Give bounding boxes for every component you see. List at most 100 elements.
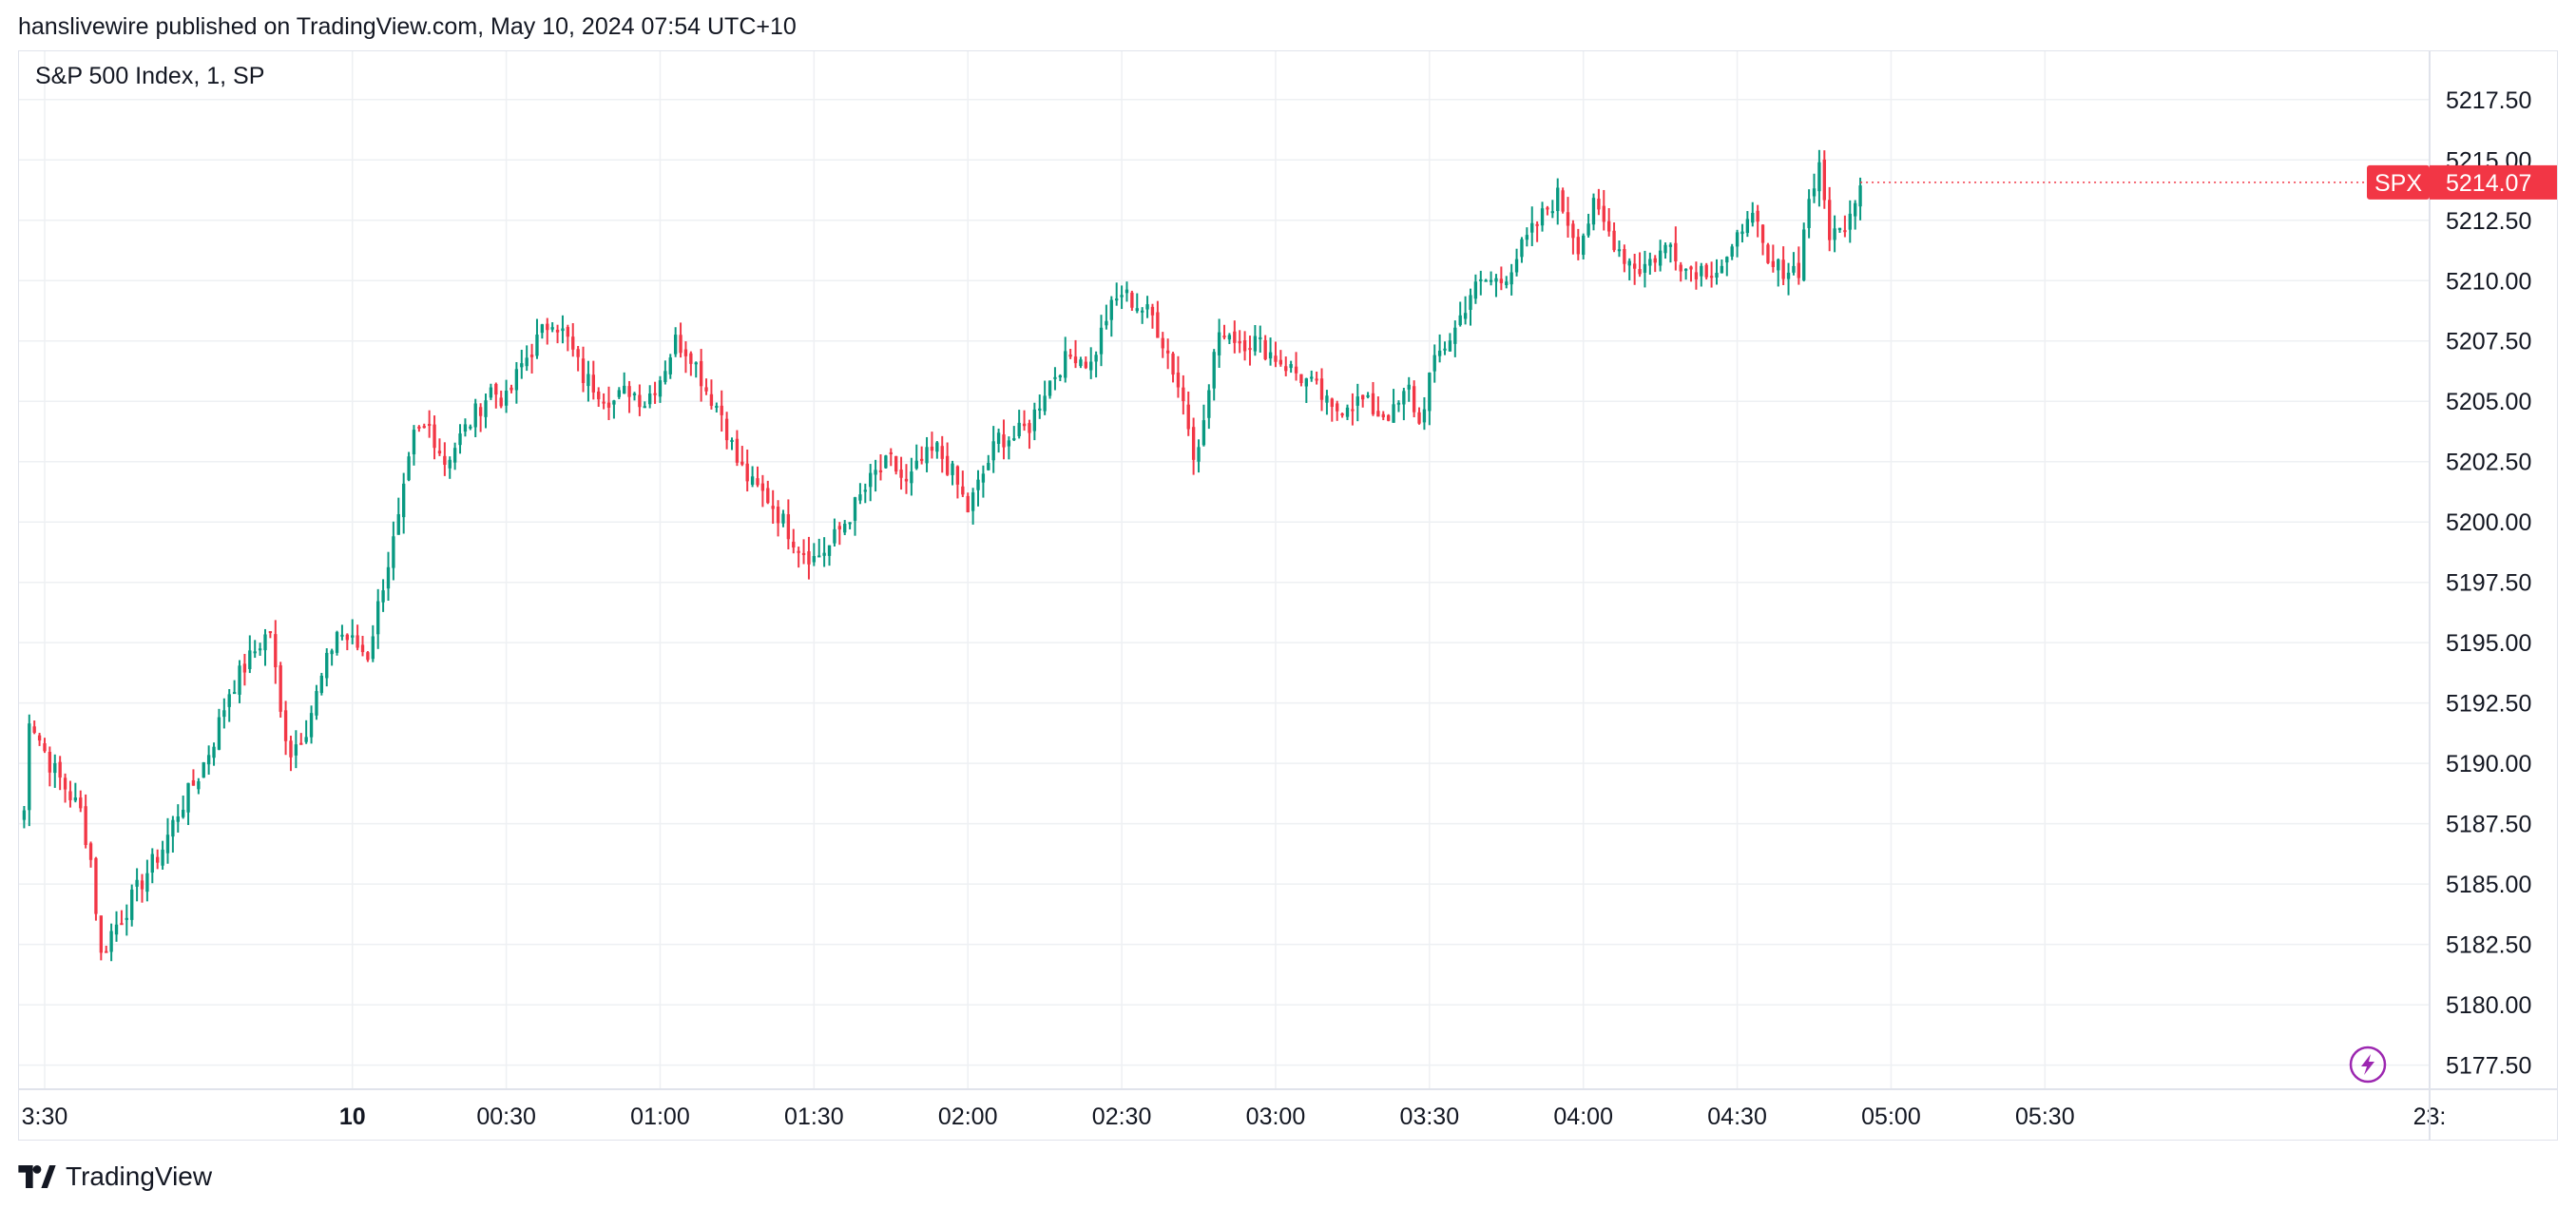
candle-body — [443, 455, 447, 465]
y-tick-label: 5190.00 — [2446, 751, 2531, 777]
candle-body — [1505, 281, 1509, 285]
candle-body — [1120, 295, 1124, 297]
y-tick-label: 5197.50 — [2446, 570, 2531, 597]
candle-body — [484, 400, 488, 417]
candle-body — [396, 514, 400, 535]
candle-body — [68, 791, 72, 800]
candle-body — [145, 873, 149, 892]
candle-body — [1171, 353, 1175, 375]
candle-body — [109, 931, 113, 952]
candle-body — [437, 451, 442, 454]
candle-body — [1561, 190, 1565, 212]
candle-body — [884, 455, 888, 469]
candle-body — [1304, 378, 1309, 387]
candle-body — [94, 857, 98, 914]
candle-body — [427, 424, 432, 427]
candle-body — [786, 514, 791, 540]
candle-body — [1582, 235, 1586, 256]
candle-body — [84, 806, 87, 846]
candle-body — [1751, 212, 1755, 223]
candle-body — [919, 458, 924, 461]
candle-body — [843, 524, 847, 533]
chart-frame[interactable]: 5217.50 5215.00 5212.50 5210.00 5207.50 5205.… — [18, 50, 2558, 1141]
candle-body — [325, 652, 329, 679]
candle-body — [771, 506, 775, 509]
candle-body — [571, 336, 575, 350]
candle-body — [597, 391, 601, 400]
candle-body — [1094, 355, 1098, 362]
candle-body — [1201, 420, 1206, 446]
candle-body — [971, 492, 975, 511]
candle-body — [1222, 336, 1226, 338]
candle-body — [1084, 361, 1087, 369]
candle-body — [176, 816, 180, 822]
candle-body — [1417, 412, 1421, 424]
candle-body — [653, 393, 657, 395]
candle-body — [1700, 265, 1703, 277]
candle-body — [376, 601, 380, 635]
y-tick-label: 5202.50 — [2446, 450, 2531, 476]
candle-body — [232, 692, 237, 695]
candle-body — [478, 407, 483, 416]
tradingview-logo-icon — [18, 1165, 56, 1188]
candle-body — [1612, 230, 1616, 251]
candle-body — [889, 451, 893, 454]
candle-body — [1797, 262, 1800, 278]
last-price-label: 5214.07 — [2446, 170, 2531, 197]
y-tick-label: 5200.00 — [2446, 509, 2531, 536]
candle-body — [222, 710, 226, 718]
candle-body — [781, 513, 785, 524]
candle-body — [529, 355, 534, 357]
candle-body — [1032, 409, 1037, 432]
candle-body — [1022, 423, 1027, 427]
candle-body — [258, 648, 262, 651]
tradingview-footer[interactable]: TradingView — [18, 1161, 212, 1192]
candle-body — [709, 393, 714, 406]
candle-body — [32, 726, 36, 733]
candle-body — [1432, 355, 1436, 372]
candle-body — [1494, 278, 1498, 282]
candle-body — [951, 463, 954, 475]
candle-body — [1632, 263, 1637, 269]
candle-body — [869, 472, 873, 488]
candle-body — [1484, 279, 1488, 282]
candle-body — [161, 849, 164, 866]
candle-body — [632, 393, 637, 395]
candle-body — [735, 438, 740, 463]
candle-body — [63, 777, 67, 790]
candle-body — [535, 335, 539, 356]
candle-body — [1704, 264, 1708, 278]
candle-body — [914, 460, 918, 469]
candle-body — [1499, 278, 1504, 283]
candle-body — [227, 694, 231, 707]
candle-body — [1330, 398, 1334, 408]
x-tick-label: 04:30 — [1707, 1103, 1767, 1130]
candle-body — [1376, 411, 1380, 417]
candle-body — [627, 386, 631, 397]
lightning-icon[interactable] — [2349, 1046, 2387, 1084]
candle-body — [309, 713, 314, 738]
candle-body — [1715, 273, 1719, 278]
candle-body — [1422, 409, 1427, 423]
candle-body — [1443, 348, 1447, 351]
tradingview-brand: TradingView — [66, 1161, 213, 1191]
candle-body — [206, 755, 211, 765]
candlestick-chart[interactable]: 5217.505215.005212.505210.005207.505205.… — [19, 51, 2557, 1140]
candle-body — [156, 856, 160, 863]
candle-body — [181, 809, 185, 817]
candle-body — [1099, 327, 1104, 355]
candle-body — [345, 634, 350, 641]
candle-body — [1828, 200, 1832, 240]
candle-body — [1453, 327, 1457, 344]
candle-body — [1068, 355, 1072, 357]
candle-body — [371, 636, 375, 660]
candle-body — [1683, 268, 1688, 271]
candle-body — [1299, 374, 1303, 384]
candle-body — [489, 387, 493, 398]
candle-body — [1259, 336, 1262, 339]
x-tick-label: 05:30 — [2015, 1103, 2075, 1130]
candle-body — [894, 455, 898, 472]
candle-body — [1412, 386, 1416, 413]
candle-body — [1437, 350, 1442, 356]
candle-body — [150, 854, 154, 873]
